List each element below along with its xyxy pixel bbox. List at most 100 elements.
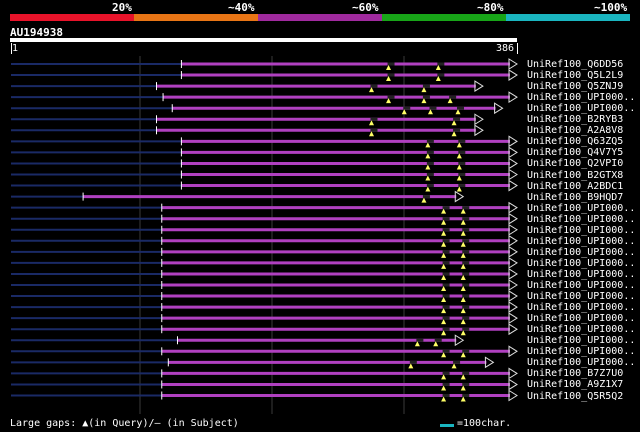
query-gap-marker-icon <box>456 186 462 192</box>
scale-label-100: ~100% <box>594 1 628 14</box>
hit-label[interactable]: UniRef100_Q2VPI0 <box>527 158 624 170</box>
hit-end-arrow-icon <box>494 102 504 115</box>
query-bar <box>10 38 517 42</box>
scale-label-80: ~80% <box>477 1 504 14</box>
query-gap-marker-icon <box>386 98 392 104</box>
hit-label[interactable]: UniRef100_UPI000.. <box>527 224 636 236</box>
query-gap-marker-icon <box>456 164 462 170</box>
query-gap-marker-icon <box>414 341 420 347</box>
scale-label-20: 20% <box>112 1 132 14</box>
query-gap-marker-icon <box>408 363 414 369</box>
hit-end-arrow-icon <box>508 268 518 280</box>
hit-label[interactable]: UniRef100_UPI000.. <box>527 357 636 369</box>
scale-key-swatch <box>440 424 454 427</box>
hit-end-arrow-icon <box>508 234 518 247</box>
hit-label[interactable]: UniRef100_UPI000.. <box>527 103 636 115</box>
hit-label[interactable]: UniRef100_B7Z7U0 <box>527 368 624 380</box>
scale-segment-20 <box>10 14 134 21</box>
hit-label[interactable]: UniRef100_UPI000.. <box>527 346 636 358</box>
query-gap-marker-icon <box>441 297 447 303</box>
query-gap-marker-icon <box>386 65 392 70</box>
query-gap-marker-icon <box>421 197 427 203</box>
hit-end-arrow-icon <box>508 69 518 81</box>
query-gap-marker-icon <box>368 120 374 126</box>
hit-label[interactable]: UniRef100_UPI000.. <box>527 291 636 303</box>
query-gap-marker-icon <box>441 330 447 336</box>
hit-label[interactable]: UniRef100_UPI000.. <box>527 313 636 325</box>
hit-end-arrow-icon <box>508 301 518 314</box>
query-gap-marker-icon <box>460 219 466 225</box>
hit-label[interactable]: UniRef100_Q5ZNJ9 <box>527 81 624 93</box>
query-gap-marker-icon <box>368 131 374 137</box>
query-id: AU194938 <box>10 26 63 39</box>
query-gap-marker-icon <box>441 374 447 380</box>
scale-label-60: ~60% <box>352 1 379 14</box>
hit-label[interactable]: UniRef100_B2RYB3 <box>527 114 624 126</box>
query-gap-marker-icon <box>441 241 447 247</box>
hit-label[interactable]: UniRef100_Q5R5Q2 <box>527 390 624 402</box>
query-gap-marker-icon <box>441 319 447 325</box>
hit-label[interactable]: UniRef100_Q5L2L9 <box>527 70 624 82</box>
query-gap-marker-icon <box>460 252 466 258</box>
query-gap-marker-icon <box>441 286 447 291</box>
query-gap-marker-icon <box>460 286 466 291</box>
query-gap-marker-icon <box>456 153 462 159</box>
query-gap-marker-icon <box>460 330 466 336</box>
hit-end-arrow-icon <box>508 157 518 170</box>
query-gap-marker-icon <box>460 374 466 380</box>
query-gap-marker-icon <box>441 263 447 269</box>
query-gap-marker-icon <box>456 175 462 181</box>
scale-segment-100 <box>506 14 630 21</box>
hit-end-arrow-icon <box>508 279 518 291</box>
hit-label[interactable]: UniRef100_UPI000.. <box>527 257 636 269</box>
hit-end-arrow-icon <box>508 212 518 225</box>
query-gap-marker-icon <box>441 252 447 258</box>
hit-end-arrow-icon <box>474 80 484 93</box>
hit-label[interactable]: UniRef100_UPI000.. <box>527 268 636 280</box>
hit-end-arrow-icon <box>508 290 518 302</box>
hit-label[interactable]: UniRef100_Q63ZQ5 <box>527 136 624 148</box>
hit-end-arrow-icon <box>508 146 518 159</box>
query-gap-marker-icon <box>451 120 457 126</box>
hit-label[interactable]: UniRef100_UPI000.. <box>527 213 636 225</box>
hit-end-arrow-icon <box>508 135 518 148</box>
query-gap-marker-icon <box>460 396 466 402</box>
query-gap-marker-icon <box>460 385 466 391</box>
hit-label[interactable]: UniRef100_UPI000.. <box>527 202 636 214</box>
query-gap-marker-icon <box>425 142 431 148</box>
query-gap-marker-icon <box>460 241 466 247</box>
query-gap-marker-icon <box>425 175 431 181</box>
query-gap-marker-icon <box>460 230 466 236</box>
scale-segment-60 <box>258 14 382 21</box>
hit-label[interactable]: UniRef100_UPI000.. <box>527 92 636 104</box>
hit-label[interactable]: UniRef100_Q4V7Y5 <box>527 147 624 159</box>
query-gap-marker-icon <box>435 76 441 82</box>
query-gap-marker-icon <box>460 308 466 314</box>
hit-end-arrow-icon <box>508 201 518 214</box>
hit-label[interactable]: UniRef100_A2BDC1 <box>527 180 624 192</box>
hit-label[interactable]: UniRef100_UPI000.. <box>527 235 636 247</box>
query-gap-marker-icon <box>441 208 447 214</box>
query-gap-marker-icon <box>451 363 457 369</box>
hit-end-arrow-icon <box>474 113 484 126</box>
hit-label[interactable]: UniRef100_UPI000.. <box>527 324 636 336</box>
hit-label[interactable]: UniRef100_UPI000.. <box>527 335 636 347</box>
hit-label[interactable]: UniRef100_UPI000.. <box>527 246 636 258</box>
scale-segment-40 <box>134 14 258 21</box>
hit-label[interactable]: UniRef100_A9Z1X7 <box>527 379 624 391</box>
hit-end-arrow-icon <box>508 323 518 336</box>
hit-label[interactable]: UniRef100_B9HQD7 <box>527 191 624 203</box>
query-gap-marker-icon <box>433 341 439 347</box>
query-gap-marker-icon <box>447 98 453 104</box>
query-gap-marker-icon <box>425 153 431 159</box>
hit-label[interactable]: UniRef100_Q6DD56 <box>527 59 624 70</box>
gap-legend: Large gaps: ▲(in Query)/– (in Subject) <box>10 418 239 429</box>
hit-label[interactable]: UniRef100_UPI000.. <box>527 302 636 314</box>
hit-end-arrow-icon <box>508 378 518 391</box>
hit-end-arrow-icon <box>508 345 518 358</box>
query-gap-marker-icon <box>386 76 392 82</box>
hit-label[interactable]: UniRef100_UPI000.. <box>527 280 636 291</box>
hit-label[interactable]: UniRef100_A2A8V8 <box>527 125 624 137</box>
hit-label[interactable]: UniRef100_B2GTX8 <box>527 169 624 181</box>
hit-end-arrow-icon <box>454 190 465 203</box>
